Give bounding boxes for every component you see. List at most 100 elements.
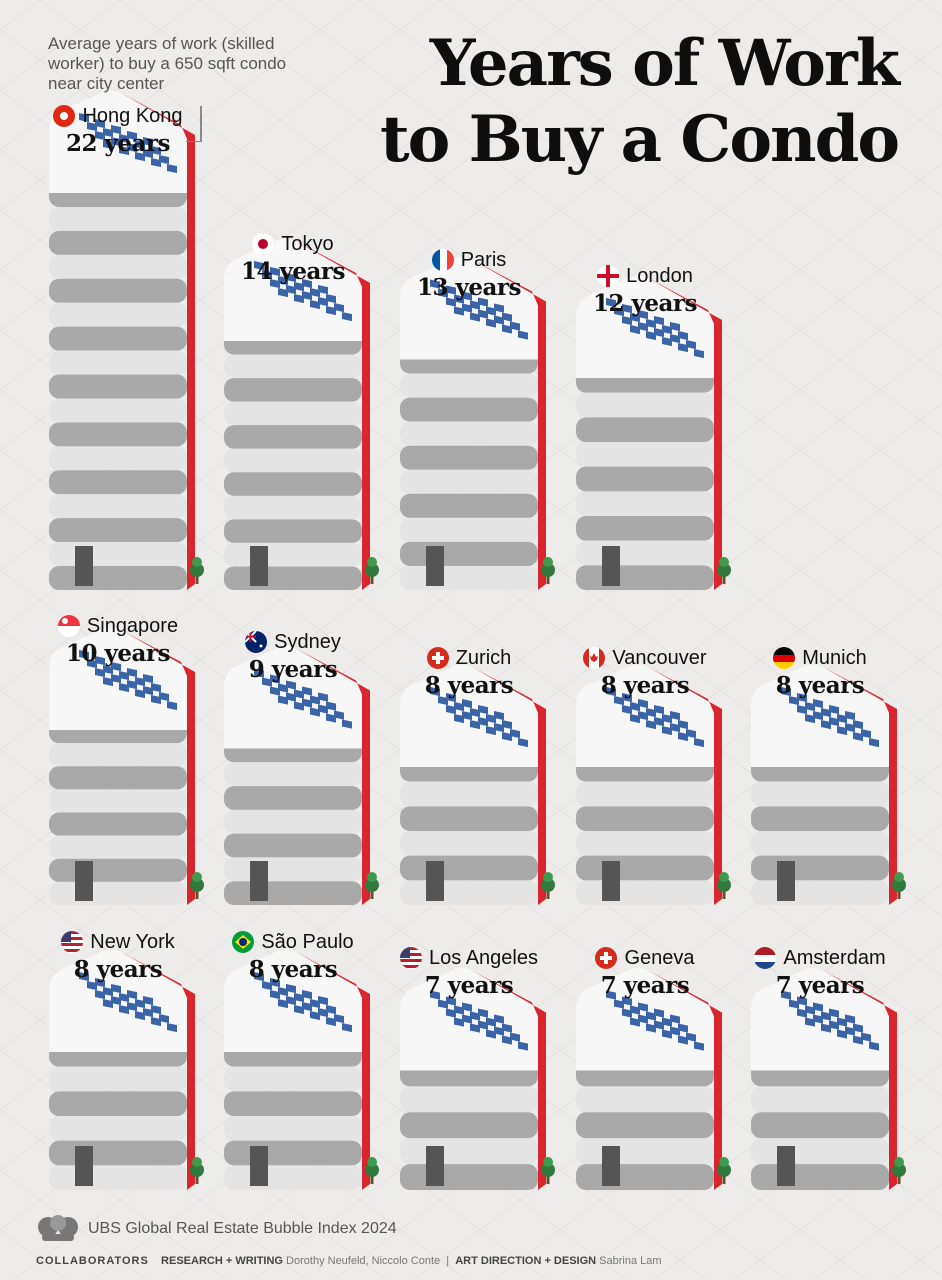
building-bar (49, 90, 195, 590)
years-value-label: 7 years (775, 972, 865, 999)
city-name: Hong Kong (82, 104, 183, 127)
city-name: Geneva (624, 946, 695, 969)
australia-flag-icon (245, 631, 268, 653)
city-label: Amsterdam 7 years (730, 946, 910, 999)
city-name: Sydney (274, 630, 341, 653)
building-bar (224, 646, 370, 905)
netherlands-flag-icon (754, 947, 777, 969)
city-label: Zurich 8 years (379, 646, 559, 700)
city-name: São Paulo (261, 930, 354, 953)
brand-name: COLLABORATORS (36, 1255, 149, 1267)
years-value-label: 8 years (775, 672, 865, 699)
building-bar (400, 664, 546, 905)
years-value-label: 13 years (417, 274, 521, 301)
years-value-label: 8 years (248, 956, 338, 983)
city-label: New York 8 years (28, 930, 208, 983)
tree-icon (365, 1157, 379, 1184)
city-label: Singapore 10 years (28, 614, 208, 667)
city-name-line: Tokyo (203, 232, 383, 256)
tree-icon (717, 872, 731, 899)
city-name-line: Geneva (555, 946, 735, 970)
tree-icon (717, 557, 731, 584)
city-label: Tokyo 14 years (203, 232, 383, 286)
chart-subtitle: Average years of work (skilled worker) t… (48, 34, 287, 93)
tree-icon (717, 1157, 731, 1184)
city-name: Zurich (455, 646, 512, 669)
tree-icon (190, 557, 204, 584)
design-names: Sabrina Lam (599, 1255, 662, 1267)
years-value-label: 22 years (66, 130, 170, 157)
city-name-line: New York (28, 930, 208, 954)
germany-flag-icon (773, 647, 796, 669)
building-bar (49, 627, 195, 905)
tree-icon (541, 1157, 555, 1184)
city-name-line: Sydney (203, 630, 383, 654)
city-label: Geneva 7 years (555, 946, 735, 999)
city-name: Los Angeles (429, 946, 538, 969)
city-name: Amsterdam (783, 946, 886, 969)
years-value-label: 8 years (600, 672, 690, 699)
city-name: Singapore (86, 614, 179, 637)
city-name-line: Zurich (379, 646, 559, 670)
years-value-label: 8 years (424, 672, 514, 699)
city-name-line: Munich (730, 646, 910, 670)
building-bar (224, 949, 370, 1190)
city-name: Munich (802, 646, 867, 669)
city-label: London 12 years (555, 264, 735, 318)
city-name: Tokyo (281, 232, 334, 255)
city-name-line: London (555, 264, 735, 288)
hong-kong-flag-icon (53, 105, 76, 127)
tree-icon (365, 557, 379, 584)
years-value-label: 8 years (73, 956, 163, 983)
building-bar (576, 664, 722, 905)
tree-icon (190, 1157, 204, 1184)
city-name: London (626, 264, 693, 287)
source-text: UBS Global Real Estate Bubble Index 2024 (88, 1220, 397, 1237)
years-value-label: 12 years (593, 290, 697, 317)
building-bar (751, 664, 897, 905)
years-value-label: 7 years (600, 972, 690, 999)
city-label: Paris 13 years (379, 248, 559, 302)
tree-icon (892, 872, 906, 899)
collaborators-logo-icon (38, 1215, 78, 1241)
tree-icon (541, 872, 555, 899)
city-label: Hong Kong 22 years (28, 104, 208, 157)
city-name-line: Los Angeles (379, 946, 559, 970)
singapore-flag-icon (57, 615, 80, 637)
japan-flag-icon (252, 233, 275, 255)
tree-icon (365, 872, 379, 899)
tree-icon (541, 557, 555, 584)
tree-icon (190, 872, 204, 899)
brazil-flag-icon (232, 931, 255, 953)
building-bar (576, 275, 722, 590)
tree-icon (892, 1157, 906, 1184)
research-label: RESEARCH + WRITING (161, 1255, 283, 1267)
years-value-label: 10 years (66, 640, 170, 667)
city-name-line: Vancouver (555, 646, 735, 670)
title-line-1: Years of Work (429, 26, 900, 101)
footer-credits: COLLABORATORS RESEARCH + WRITING Dorothy… (36, 1255, 662, 1267)
annotation-bracket-tick (186, 141, 202, 142)
canada-flag-icon (583, 647, 606, 669)
design-label: ART DIRECTION + DESIGN (455, 1255, 597, 1267)
city-name: Vancouver (612, 646, 707, 669)
title-line-2: to Buy a Condo (380, 102, 900, 177)
city-name: Paris (460, 248, 507, 271)
city-name-line: São Paulo (203, 930, 383, 954)
city-label: Sydney 9 years (203, 630, 383, 683)
annotation-bracket (200, 106, 202, 142)
city-name-line: Singapore (28, 614, 208, 638)
city-name: New York (90, 930, 175, 953)
city-name-line: Paris (379, 248, 559, 272)
footer-source: UBS Global Real Estate Bubble Index 2024 (36, 1214, 397, 1244)
switzerland-flag-icon (426, 647, 449, 669)
city-label: Munich 8 years (730, 646, 910, 699)
building-bar (400, 968, 546, 1190)
usa-flag-icon (400, 947, 422, 969)
city-label: Los Angeles 7 years (379, 946, 559, 999)
city-name-line: Amsterdam (730, 946, 910, 970)
research-names: Dorothy Neufeld, Niccolo Conte (286, 1255, 441, 1267)
years-value-label: 14 years (241, 258, 345, 285)
building-bar (400, 257, 546, 590)
